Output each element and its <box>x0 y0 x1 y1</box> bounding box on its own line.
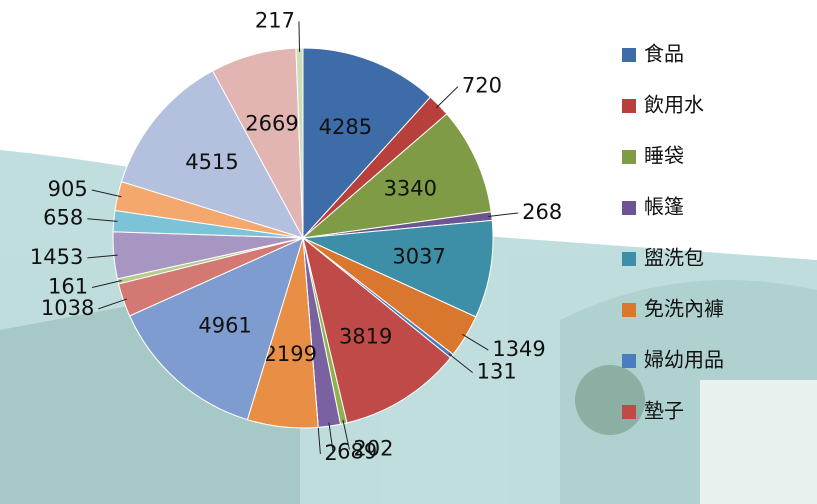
chart: 4285720334026830371349131381920268922199… <box>0 0 817 504</box>
data-label: 658 <box>43 206 83 230</box>
data-label: 3340 <box>384 176 437 200</box>
bg-house <box>700 380 817 504</box>
data-label: 161 <box>48 274 88 298</box>
legend-label: 食品 <box>644 42 684 66</box>
legend-swatch <box>622 48 636 62</box>
legend-swatch <box>622 201 636 215</box>
legend-swatch <box>622 150 636 164</box>
legend-swatch <box>622 354 636 368</box>
data-label: 689 <box>337 439 377 463</box>
legend-label: 婦幼用品 <box>644 348 724 372</box>
data-label: 905 <box>48 177 88 201</box>
data-label: 720 <box>462 74 502 98</box>
legend-swatch <box>622 405 636 419</box>
legend-swatch <box>622 99 636 113</box>
legend-label: 盥洗包 <box>644 246 704 270</box>
legend-label: 免洗內褲 <box>644 297 724 321</box>
data-label: 4515 <box>185 150 238 174</box>
data-label: 2 <box>324 441 337 465</box>
legend-label: 睡袋 <box>644 144 684 168</box>
data-label: 1038 <box>41 296 94 320</box>
legend-swatch <box>622 252 636 266</box>
legend-label: 帳篷 <box>644 195 684 219</box>
leader-line <box>299 21 300 51</box>
bg-tree <box>575 365 645 435</box>
data-label: 3037 <box>392 245 445 269</box>
legend-label: 墊子 <box>644 399 684 423</box>
data-label: 4961 <box>198 313 251 337</box>
data-label: 3819 <box>339 325 392 349</box>
data-label: 1349 <box>492 337 545 361</box>
data-label: 1453 <box>30 245 83 269</box>
legend-swatch <box>622 303 636 317</box>
data-label: 217 <box>255 8 295 32</box>
data-label: 2669 <box>245 111 298 135</box>
legend-label: 飲用水 <box>644 93 704 117</box>
data-label: 268 <box>522 200 562 224</box>
data-label: 4285 <box>319 115 372 139</box>
data-label: 2199 <box>264 342 317 366</box>
data-label: 131 <box>477 360 517 384</box>
